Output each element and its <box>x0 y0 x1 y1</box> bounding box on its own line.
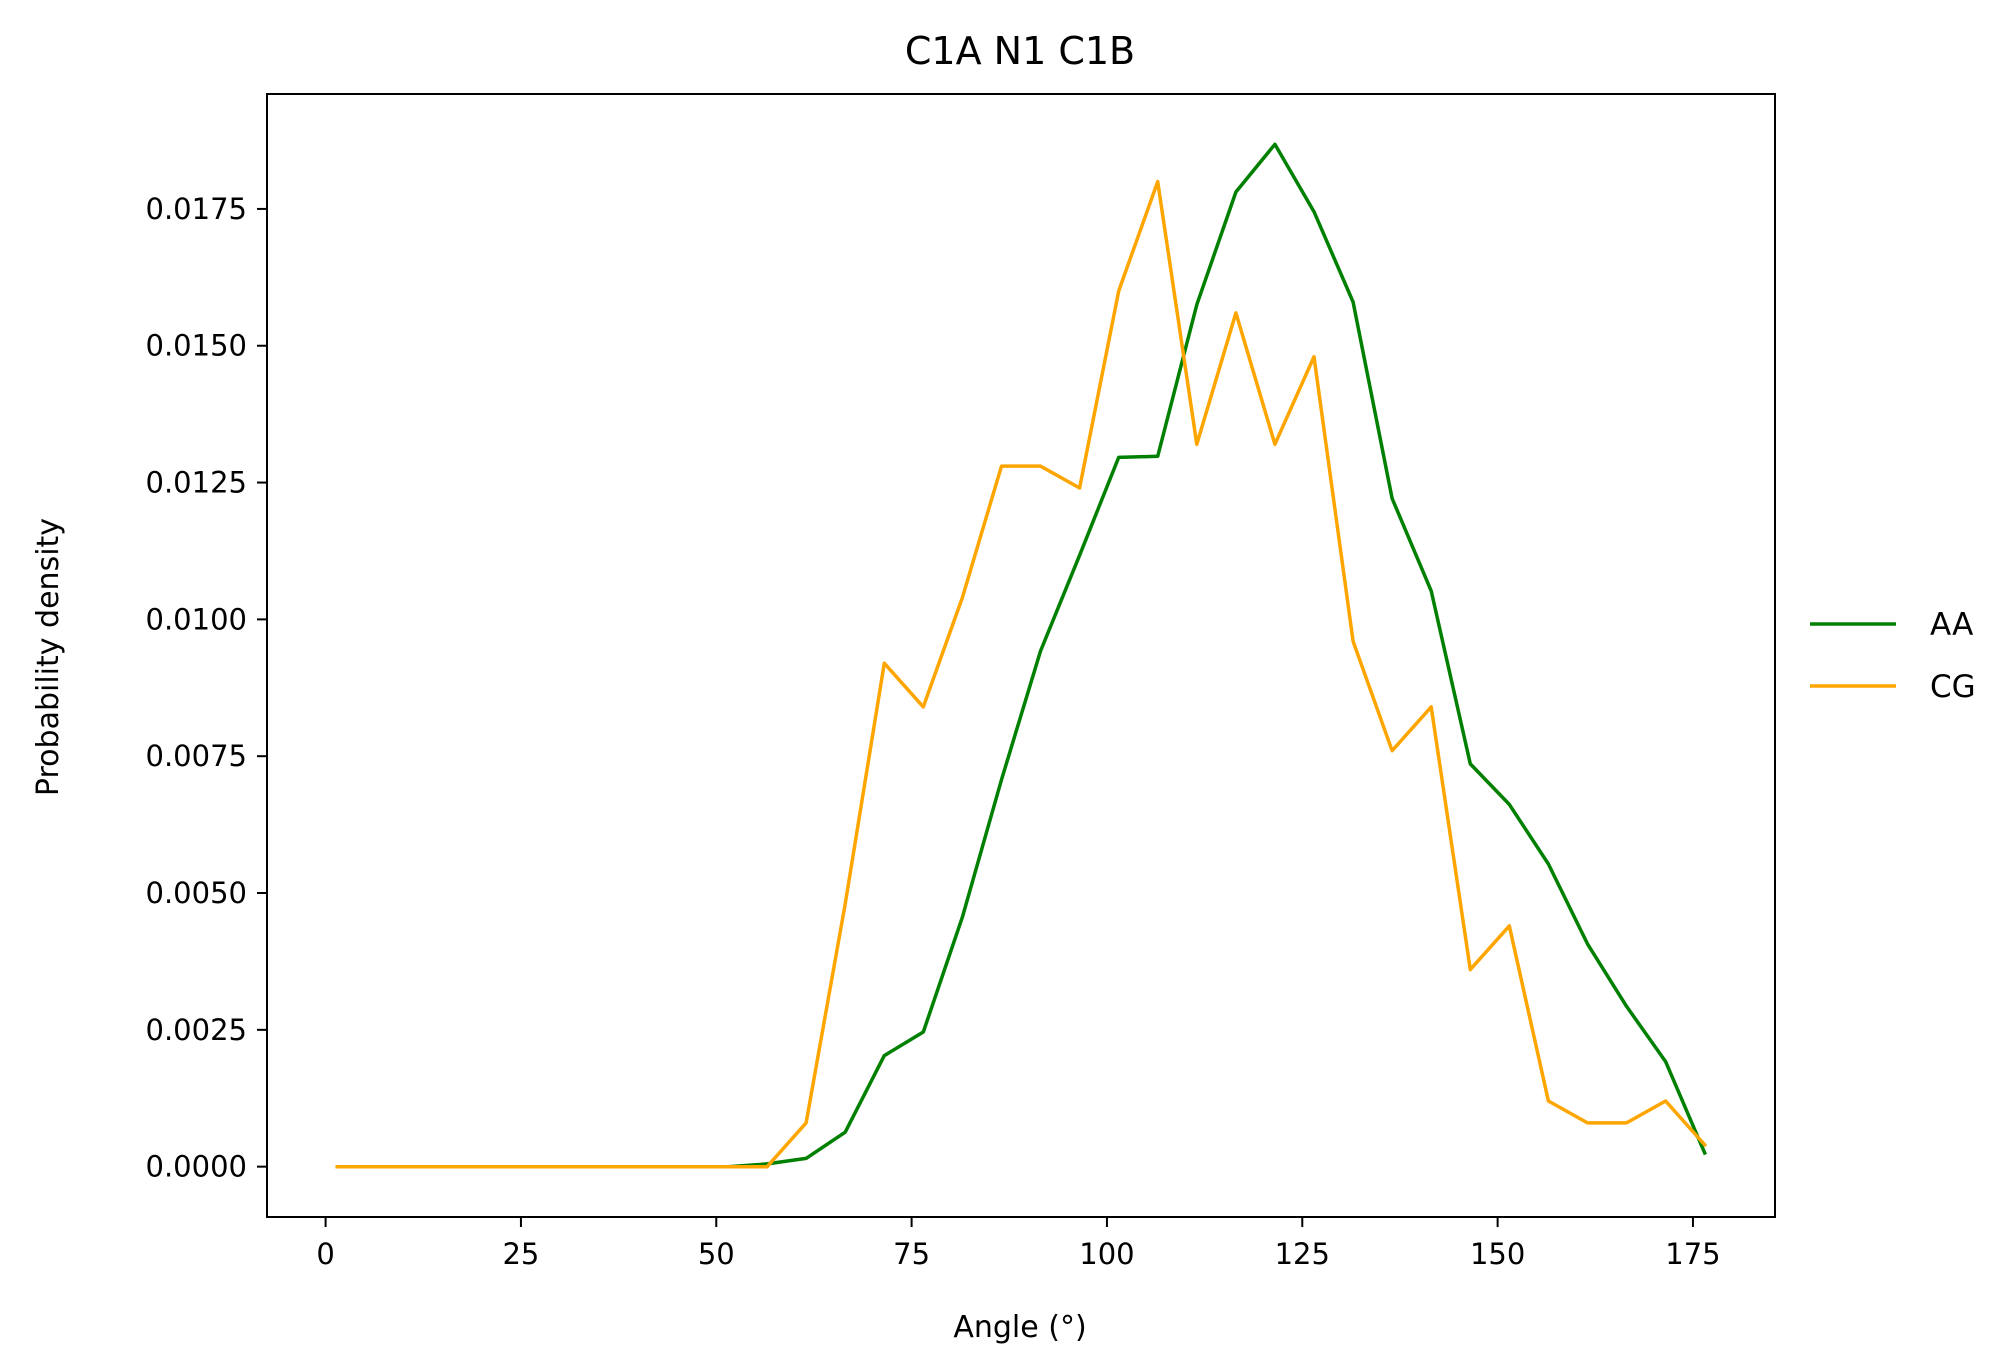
x-tick-label: 125 <box>1275 1237 1330 1271</box>
x-tick-label: 150 <box>1470 1237 1525 1271</box>
x-tick-label: 175 <box>1665 1237 1720 1271</box>
x-tick-label: 25 <box>502 1237 539 1271</box>
y-tick-label: 0.0075 <box>146 739 247 773</box>
x-tick-label: 50 <box>698 1237 735 1271</box>
y-axis-title: Probability density <box>31 518 66 796</box>
y-tick-label: 0.0175 <box>146 192 247 226</box>
plot-area-frame <box>266 93 1776 1218</box>
series-layer <box>335 142 1708 1169</box>
y-tick-label: 0.0050 <box>146 876 247 910</box>
x-tick-label: 100 <box>1079 1237 1134 1271</box>
chart-title: C1A N1 C1B <box>905 29 1135 73</box>
x-axis: 0 25 50 75 100 125 150 175 <box>316 1217 1721 1271</box>
y-axis: 0.0000 0.0025 0.0050 0.0075 0.0100 0.0125 0.01… <box>146 192 267 1184</box>
y-tick-label: 0.0150 <box>146 329 247 363</box>
x-tick-label: 75 <box>893 1237 930 1271</box>
y-tick-label: 0.0125 <box>146 466 247 500</box>
legend: AA CG <box>1810 607 1976 705</box>
y-tick-label: 0.0025 <box>146 1013 247 1047</box>
x-axis-title: Angle (°) <box>953 1310 1086 1345</box>
y-tick-label: 0.0000 <box>146 1150 247 1184</box>
legend-label-aa: AA <box>1930 607 1973 643</box>
series-line-aa <box>335 142 1707 1169</box>
series-line-cg <box>335 179 1708 1169</box>
legend-label-cg: CG <box>1930 669 1976 705</box>
x-tick-label: 0 <box>316 1237 334 1271</box>
y-tick-label: 0.0100 <box>146 602 247 636</box>
